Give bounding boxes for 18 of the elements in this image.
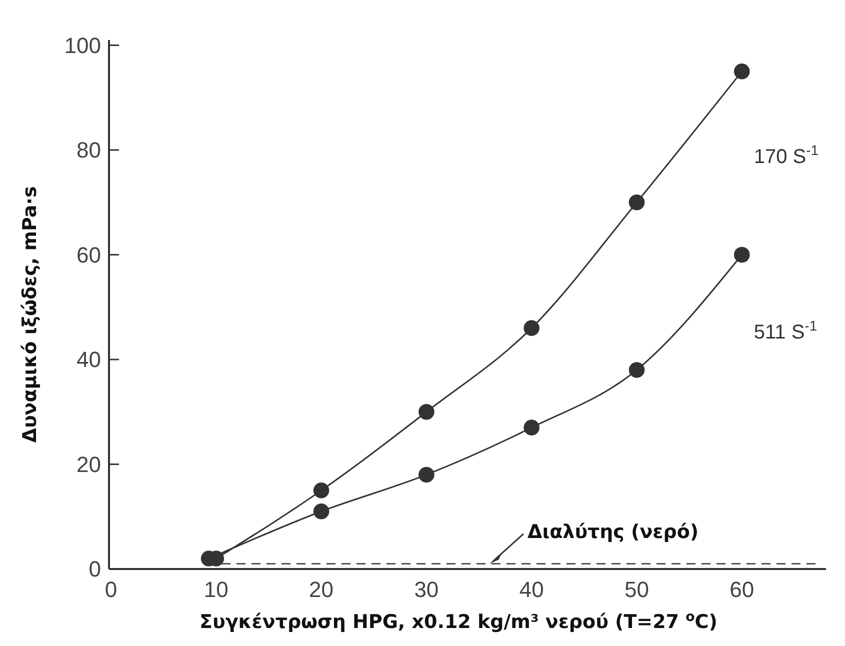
text: 511 S$^{-1}$ xyxy=(754,318,818,344)
x-tick-label: 60 xyxy=(730,577,754,602)
x-tick-label: 40 xyxy=(519,577,544,602)
y-tick-label: 80 xyxy=(76,138,101,163)
y-tick-label: 100 xyxy=(64,32,101,58)
y-tick-label: 60 xyxy=(76,242,101,268)
y-axis-title: Δυναμικό ιξώδες, mPa·s xyxy=(19,186,41,443)
y-tick-label: 0 xyxy=(88,556,101,582)
text: 170 S$^{-1}$ xyxy=(754,142,819,168)
x-tick-label: 30 xyxy=(414,577,439,602)
y-tick-label: 20 xyxy=(76,452,101,477)
y-tick-label: 40 xyxy=(76,347,101,372)
x-tick-label: 0 xyxy=(104,577,118,602)
x-tick-label: 10 xyxy=(204,577,228,602)
annotation: Διαλύτης (νερό) xyxy=(528,520,699,543)
x-tick-label: 20 xyxy=(309,577,334,602)
x-tick-label: 50 xyxy=(624,577,649,602)
x-axis-title: Συγκέντρωση HPG, x0.12 kg/m³ νερού (T=27 $^{o}$C) xyxy=(200,610,718,633)
